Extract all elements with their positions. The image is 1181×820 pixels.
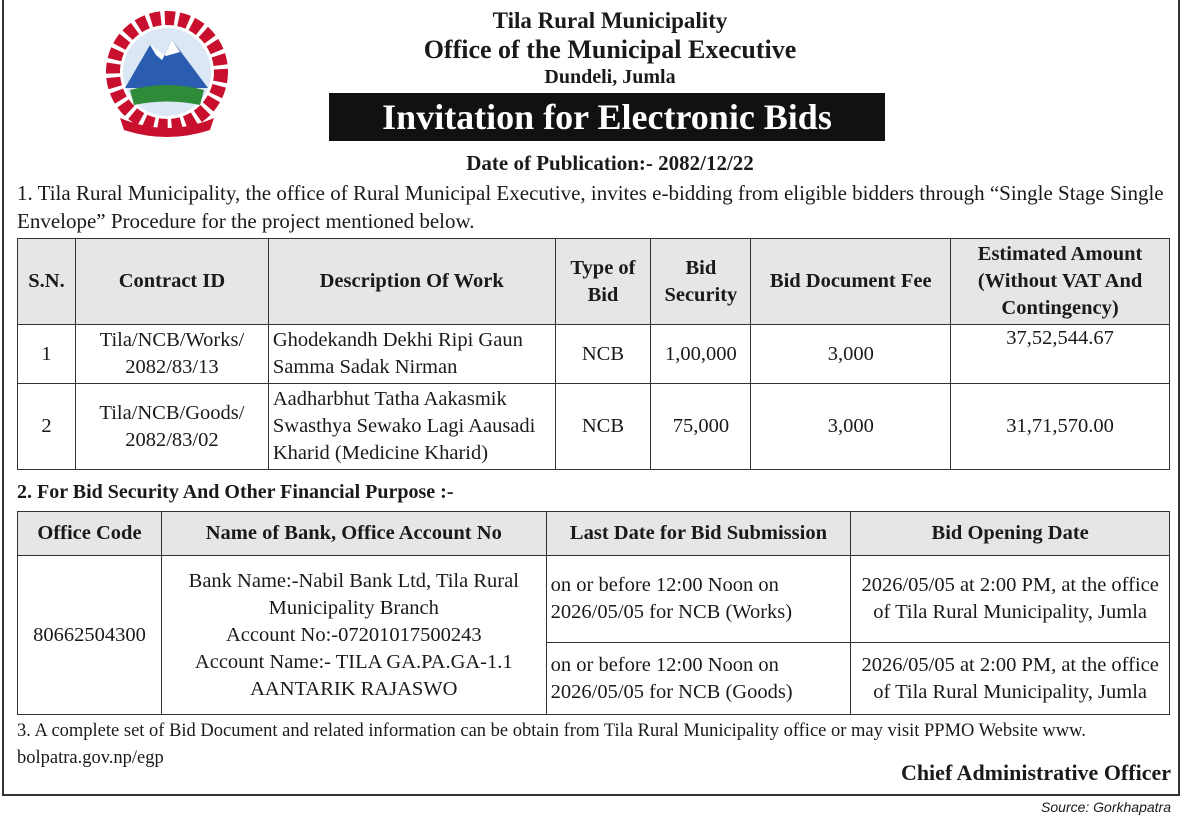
signer-title: Chief Administrative Officer [900, 760, 1171, 785]
section-2-heading: 2. For Bid Security And Other Financial … [17, 481, 454, 503]
cell-submission-date: on or before 12:00 Noon on 2026/05/05 fo… [545, 642, 852, 715]
header-bank: Name of Bank, Office Account No [160, 511, 547, 556]
header-doc-fee: Bid Document Fee [750, 238, 952, 325]
header-description: Description Of Work [267, 238, 556, 325]
note-3: 3. A complete set of Bid Document and re… [17, 721, 1086, 741]
header-opening-date: Bid Opening Date [850, 511, 1170, 556]
cell-sn: 2 [17, 383, 76, 470]
office-location: Dundeli, Jumla [544, 66, 676, 88]
header-contract-id: Contract ID [74, 238, 269, 325]
cell-bid-security: 1,00,000 [650, 324, 752, 384]
cell-bank-details: Bank Name:-Nabil Bank Ltd, Tila Rural Mu… [160, 555, 547, 715]
cell-type: NCB [554, 383, 652, 470]
office-name: Office of the Municipal Executive [423, 35, 797, 64]
notice-title: Invitation for Electronic Bids [329, 93, 885, 141]
cell-office-code: 80662504300 [17, 555, 162, 715]
publication-date: Date of Publication:- 2082/12/22 [466, 151, 754, 175]
table-row: 80662504300 Bank Name:-Nabil Bank Ltd, T… [17, 555, 1170, 715]
header-estimated-amount: Estimated Amount (Without VAT And Contin… [950, 238, 1170, 325]
cell-doc-fee: 3,000 [750, 383, 952, 470]
header-sn: S.N. [17, 238, 76, 325]
cell-estimated-amount: 37,52,544.67 [950, 324, 1170, 384]
cell-opening-date: 2026/05/05 at 2:00 PM, at the office of … [850, 555, 1170, 643]
cell-contract-id: Tila/NCB/Works/ 2082/83/13 [74, 324, 269, 384]
municipality-name: Tila Rural Municipality [492, 8, 728, 33]
cell-contract-id: Tila/NCB/Goods/ 2082/83/02 [74, 383, 269, 470]
cell-estimated-amount: 31,71,570.00 [950, 383, 1170, 470]
account-name: Account Name:- TILA GA.PA.GA-1.1 AANTARI… [194, 650, 513, 700]
cell-description: Aadharbhut Tatha Aakasmik Swasthya Sewak… [267, 383, 556, 470]
nepal-emblem-icon [106, 11, 228, 137]
header-bid-security: Bid Security [650, 238, 752, 325]
cell-type: NCB [554, 324, 652, 384]
ppmo-url[interactable]: bolpatra.gov.np/egp [17, 748, 164, 768]
notice-frame [2, 0, 1180, 796]
cell-bid-security: 75,000 [650, 383, 752, 470]
financial-table: Office Code Name of Bank, Office Account… [17, 511, 1170, 715]
table-row: 2 Tila/NCB/Goods/ 2082/83/02 Aadharbhut … [17, 383, 1170, 470]
bids-table: S.N. Contract ID Description Of Work Typ… [17, 238, 1170, 470]
header-office-code: Office Code [17, 511, 162, 556]
table-header-row: S.N. Contract ID Description Of Work Typ… [17, 238, 1170, 325]
source-credit: Source: Gorkhapatra [1041, 799, 1171, 815]
cell-submission-date: on or before 12:00 Noon on 2026/05/05 fo… [545, 555, 852, 643]
intro-paragraph: 1. Tila Rural Municipality, the office o… [17, 181, 1164, 233]
cell-doc-fee: 3,000 [750, 324, 952, 384]
table-header-row: Office Code Name of Bank, Office Account… [17, 511, 1170, 556]
cell-opening-date: 2026/05/05 at 2:00 PM, at the office of … [850, 642, 1170, 715]
bank-name: Bank Name:-Nabil Bank Ltd, Tila Rural Mu… [188, 569, 519, 619]
cell-sn: 1 [17, 324, 76, 384]
cell-description: Ghodekandh Dekhi Ripi Gaun Samma Sadak N… [267, 324, 556, 384]
account-number: Account No:-07201017500243 [225, 623, 482, 646]
table-row: 1 Tila/NCB/Works/ 2082/83/13 Ghodekandh … [17, 324, 1170, 384]
table-row: on or before 12:00 Noon on 2026/05/05 fo… [18, 642, 1170, 715]
header-type: Type of Bid [554, 238, 652, 325]
header-last-date: Last Date for Bid Submission [545, 511, 852, 556]
